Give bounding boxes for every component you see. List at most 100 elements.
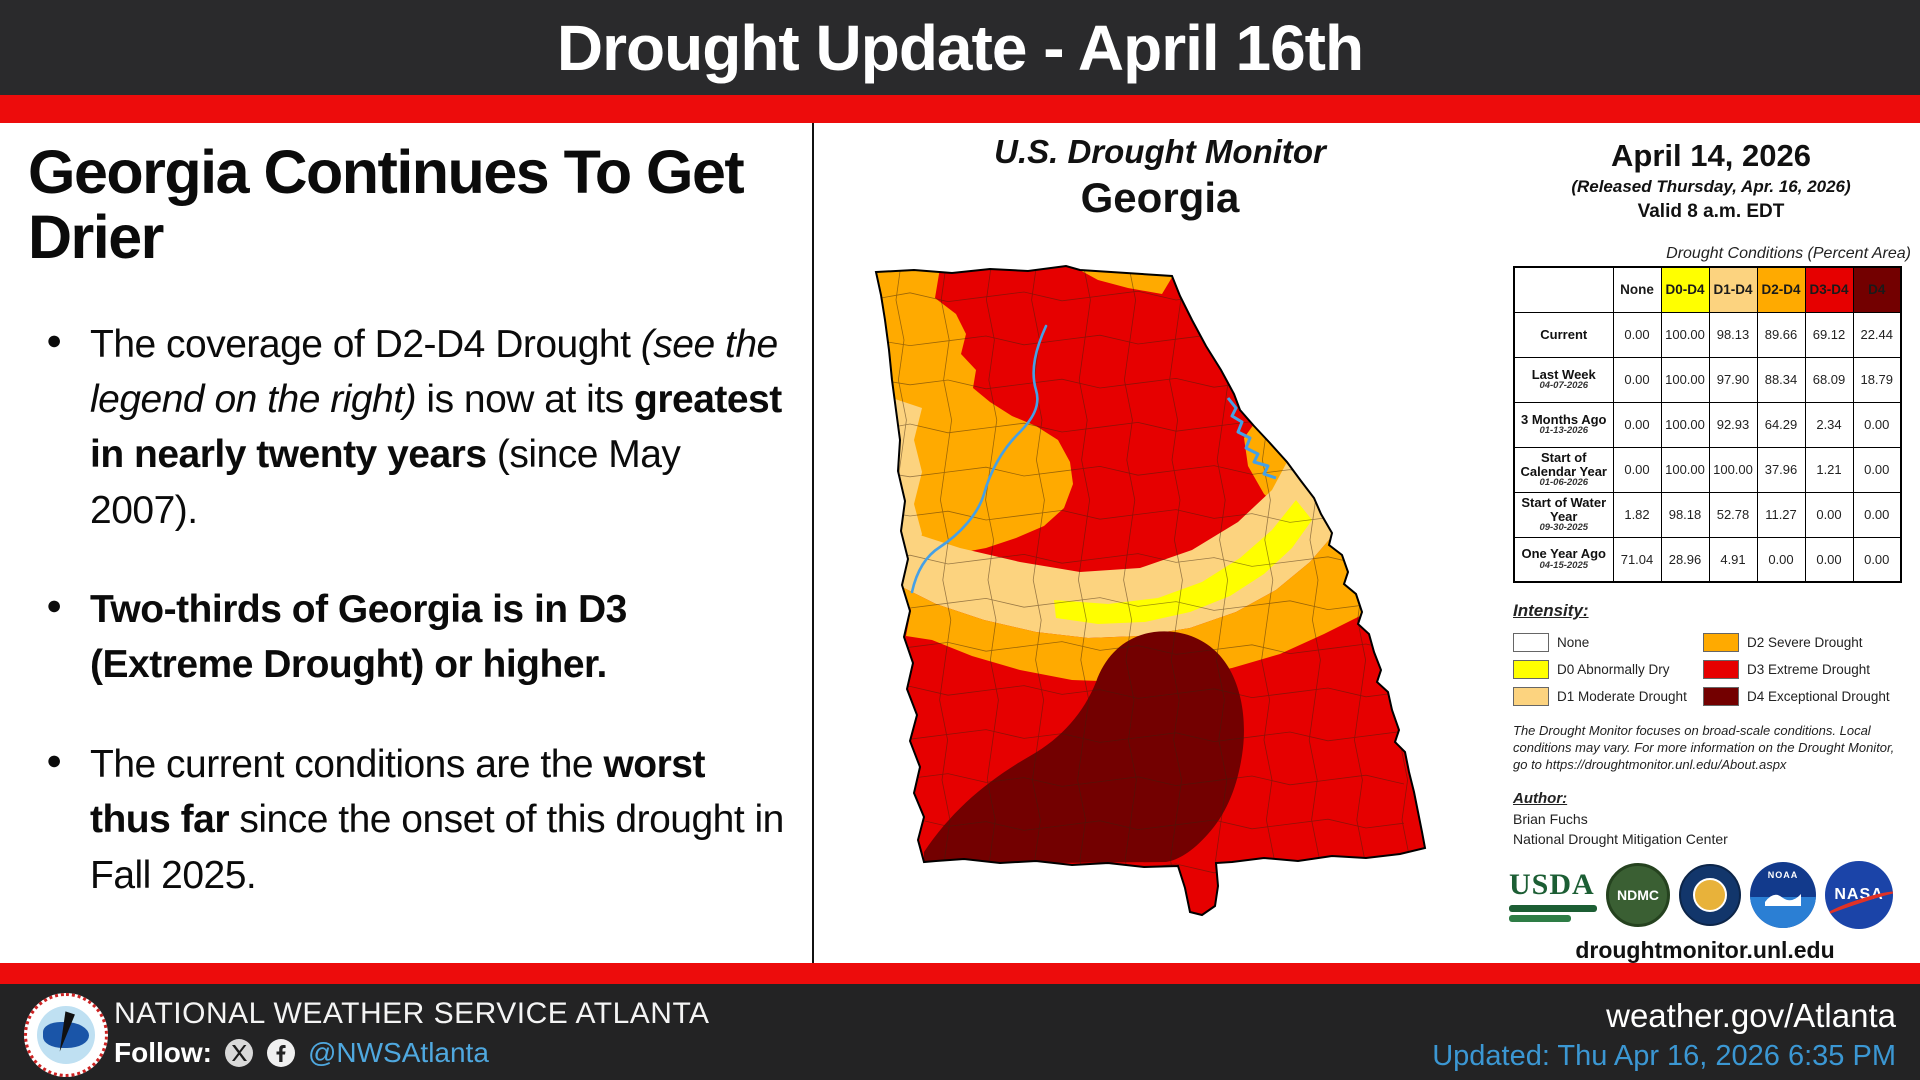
ndmc-logo-icon: NDMC	[1606, 862, 1670, 927]
percent-area-value: 100.00	[1660, 401, 1710, 448]
report-date: April 14, 2026	[1611, 138, 1811, 173]
percent-area-value: 68.09	[1804, 356, 1854, 403]
nws-logo-ring	[24, 993, 108, 1077]
percent-area-value: 2.34	[1804, 401, 1854, 448]
drought-conditions-table: None D0-D4 D1-D4 D2-D4 D3-D4 D4 Current 0.00 100…	[1513, 266, 1902, 583]
percent-area-value: 98.18	[1660, 491, 1710, 538]
map-subtitle: Georgia	[1080, 174, 1240, 221]
percent-area-value: 0.00	[1852, 491, 1902, 538]
row-label: 3 Months Ago 01-13-2026	[1513, 401, 1614, 448]
percent-area-value: 37.96	[1756, 446, 1806, 493]
usda-logo-bar2	[1509, 914, 1571, 922]
summary-bullet: The coverage of D2-D4 Drought (see the l…	[28, 317, 788, 539]
percent-area-value: 11.27	[1756, 491, 1806, 538]
facebook-icon[interactable]	[266, 1038, 296, 1068]
percent-area-value: 18.79	[1852, 356, 1902, 403]
map-region-d0-yellow-streak	[1054, 500, 1312, 624]
released-date: (Released Thursday, Apr. 16, 2026)	[1571, 177, 1851, 196]
percent-area-value: 0.00	[1804, 536, 1854, 583]
legend-label: None	[1557, 634, 1590, 650]
x-twitter-icon[interactable]	[224, 1038, 254, 1068]
percent-area-value: 0.00	[1612, 356, 1662, 403]
percent-area-value: 100.00	[1660, 311, 1710, 358]
author-label: Author:	[1513, 789, 1568, 807]
percent-area-value: 0.00	[1852, 401, 1902, 448]
footer-left: NATIONAL WEATHER SERVICE ATLANTA Follow:…	[114, 997, 710, 1069]
row-label: Last Week 04-07-2026	[1513, 356, 1614, 403]
usda-logo-text: USDA	[1509, 867, 1595, 901]
percent-area-value: 89.66	[1756, 311, 1806, 358]
percent-area-value: 1.21	[1804, 446, 1854, 493]
row-label: One Year Ago 04-15-2025	[1513, 536, 1614, 583]
footer-bar	[0, 984, 1920, 1080]
agency-logos: USDA NDMC NOAA NASA	[1509, 860, 1917, 929]
table-header-row: None D0-D4 D1-D4 D2-D4 D3-D4 D4	[1514, 266, 1902, 313]
row-label: Start of Calendar Year 01-06-2026	[1513, 446, 1614, 493]
summary-panel: Georgia Continues To Get Drier The cover…	[28, 139, 788, 947]
table-corner-cell	[1514, 267, 1614, 313]
row-date: 09-30-2025	[1539, 522, 1589, 534]
nasa-logo-icon: NASA	[1825, 860, 1893, 929]
percent-area-value: 4.91	[1708, 536, 1758, 583]
table-column-header: D0-D4	[1660, 266, 1710, 313]
bullet-text-segment: worst thus far	[90, 742, 705, 842]
percent-area-value: 28.96	[1660, 536, 1710, 583]
savannah-river	[1226, 397, 1277, 480]
percent-area-value: 0.00	[1852, 536, 1902, 583]
legend-swatch	[1513, 632, 1549, 652]
usda-logo-icon: USDA	[1509, 862, 1597, 928]
summary-bullet: Two-thirds of Georgia is in D3 (Extreme …	[28, 582, 788, 693]
nasa-logo-text: NASA	[1834, 885, 1884, 903]
top-banner: Drought Update - April 16th	[0, 0, 1920, 95]
percent-area-value: 22.44	[1852, 311, 1902, 358]
percent-area-value: 0.00	[1612, 401, 1662, 448]
percent-area-value: 92.93	[1708, 401, 1758, 448]
commerce-seal-icon	[1679, 863, 1741, 926]
bullet-text-segment: The current conditions are the	[90, 742, 604, 786]
bullet-text-segment: (since May 2007).	[90, 433, 681, 532]
vertical-divider	[812, 123, 814, 963]
row-date: 01-06-2026	[1539, 477, 1589, 489]
summary-bullet: The current conditions are the worst thu…	[28, 737, 788, 903]
percent-area-value: 0.00	[1612, 446, 1662, 493]
row-label: Start of Water Year 09-30-2025	[1513, 491, 1614, 538]
footer-right: weather.gov/Atlanta Updated: Thu Apr 16,…	[1432, 997, 1896, 1073]
footer-org-name: NATIONAL WEATHER SERVICE ATLANTA	[114, 997, 710, 1030]
percent-area-value: 100.00	[1660, 356, 1710, 403]
page-title: Drought Update - April 16th	[556, 11, 1364, 84]
percent-area-value: 64.29	[1756, 401, 1806, 448]
summary-bullets: The coverage of D2-D4 Drought (see the l…	[28, 317, 788, 903]
table-row: Start of Calendar Year 01-06-2026 0.00 100.…	[1513, 446, 1902, 493]
row-date: 04-15-2025	[1539, 560, 1589, 572]
map-title: U.S. Drought Monitor	[994, 133, 1326, 170]
social-handle-link[interactable]: @NWSAtlanta	[307, 1037, 489, 1068]
noaa-logo-text: NOAA	[1767, 869, 1799, 880]
percent-area-value: 71.04	[1612, 536, 1662, 583]
percent-area-value: 0.00	[1756, 536, 1806, 583]
author-name: Brian Fuchs	[1513, 810, 1588, 827]
table-caption: Drought Conditions (Percent Area)	[1666, 245, 1911, 262]
footer-follow-row: Follow: @NWSAtlanta	[114, 1037, 710, 1069]
legend-swatch	[1703, 659, 1739, 679]
legend-swatch	[1703, 632, 1739, 652]
table-column-header: D2-D4	[1756, 266, 1806, 313]
legend-label: D2 Severe Drought	[1747, 634, 1863, 650]
legend-label: D4 Exceptional Drought	[1747, 688, 1890, 704]
percent-area-value: 0.00	[1612, 311, 1662, 358]
bullet-text-segment: greatest in nearly twenty years	[90, 377, 782, 477]
legend-item: D1 Moderate Drought	[1513, 683, 1703, 709]
table-column-header: None	[1612, 266, 1662, 313]
commerce-seal-inner	[1693, 877, 1727, 912]
percent-area-value: 0.00	[1852, 446, 1902, 493]
bullet-text-segment: Two-thirds of Georgia is in D3 (Extreme …	[90, 588, 627, 687]
table-row: One Year Ago 04-15-2025 71.04 28.96 4.91 0.00…	[1513, 536, 1902, 583]
percent-area-value: 97.90	[1708, 356, 1758, 403]
footer-updated-timestamp: Updated: Thu Apr 16, 2026 6:35 PM	[1432, 1040, 1896, 1072]
legend-label: D3 Extreme Drought	[1747, 661, 1871, 677]
legend-item: None	[1513, 629, 1703, 655]
row-date: 04-07-2026	[1539, 380, 1589, 392]
table-column-header: D3-D4	[1804, 266, 1854, 313]
table-column-header: D4	[1852, 266, 1902, 313]
legend-swatch	[1513, 686, 1549, 706]
bullet-text-segment: The coverage of D2-D4 Drought	[90, 322, 641, 366]
